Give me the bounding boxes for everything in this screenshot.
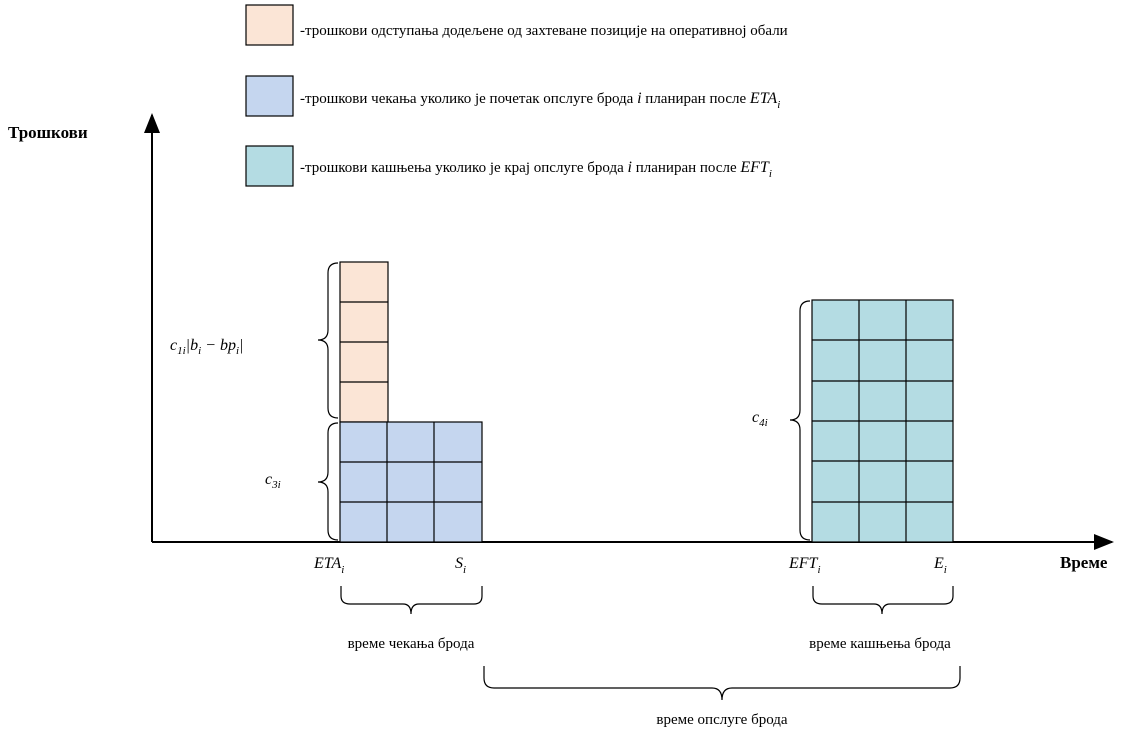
- cost-label: c3i: [265, 471, 281, 491]
- time-label: Si: [455, 555, 466, 576]
- legend-sub: i: [769, 168, 772, 180]
- label-part: − bp: [201, 337, 236, 354]
- legend-swatch: [245, 75, 294, 117]
- label-part: 4i: [759, 417, 768, 429]
- interval-label: време опслуге брода: [656, 712, 788, 728]
- legend-sub: i: [777, 99, 780, 111]
- brace: [340, 586, 483, 615]
- legend-text: -трошкови чекања уколико је почетак опсл…: [300, 91, 634, 107]
- label-part: |b: [186, 337, 198, 354]
- brace: [483, 666, 961, 701]
- legend-text: -трошкови кашњења уколико је крај опслуг…: [300, 160, 624, 176]
- label-part: S: [455, 555, 463, 572]
- legend: -трошкови одступања додељене од захтеван…: [245, 4, 788, 187]
- time-label: Ei: [933, 555, 947, 576]
- legend-swatch: [245, 145, 294, 187]
- brace: [317, 262, 339, 419]
- label-part: c: [752, 409, 759, 426]
- label-part: i: [198, 345, 201, 357]
- label-part: i: [341, 564, 344, 576]
- legend-swatch: [245, 4, 294, 46]
- legend-text: планиран после: [636, 160, 737, 176]
- interval-label: време чекања брода: [348, 636, 475, 652]
- label-part: EFT: [788, 555, 819, 572]
- label-part: ETA: [313, 555, 341, 572]
- legend-text: планиран после: [645, 91, 746, 107]
- interval-label: време кашњења брода: [809, 636, 951, 652]
- label-part: c: [265, 471, 272, 488]
- legend-var: i: [628, 159, 632, 176]
- legend-text: -трошкови кашњења уколико је крај опслуг…: [300, 159, 772, 180]
- brace: [317, 422, 339, 541]
- label-part: i: [944, 564, 947, 576]
- legend-text: -трошкови одступања додељене од захтеван…: [300, 23, 788, 39]
- legend-var: i: [637, 90, 641, 107]
- legend-math: ETA: [749, 90, 777, 107]
- time-label: ETAi: [313, 555, 344, 576]
- legend-text: -трошкови чекања уколико је почетак опсл…: [300, 90, 780, 111]
- delay-block: [811, 299, 954, 543]
- waiting-block: [339, 421, 483, 543]
- legend-math: EFT: [739, 159, 770, 176]
- cost-label: c4i: [752, 409, 768, 429]
- x-axis-label: Време: [1060, 553, 1108, 572]
- label-part: i: [817, 564, 820, 576]
- legend-text: -трошкови одступања додељене од захтеван…: [300, 23, 788, 39]
- label-part: i: [463, 564, 466, 576]
- brace: [812, 586, 954, 615]
- label-part: i: [236, 345, 239, 357]
- label-part: 3i: [271, 479, 281, 491]
- y-axis-label: Трошкови: [8, 123, 88, 142]
- cost-label: c1i|bi − bpi|: [170, 337, 243, 357]
- label-part: E: [933, 555, 944, 572]
- brace: [789, 300, 811, 541]
- deviation-block: [339, 261, 389, 423]
- time-label: EFTi: [788, 555, 821, 576]
- label-part: |: [239, 337, 243, 354]
- label-part: 1i: [177, 345, 186, 357]
- label-part: c: [170, 337, 177, 354]
